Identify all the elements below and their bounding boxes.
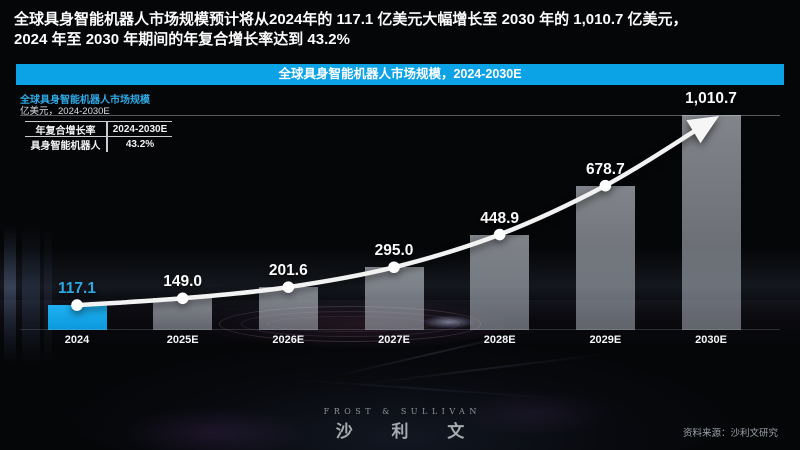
bar-value-label: 149.0 <box>163 273 203 291</box>
cagr-table-header-row: 年复合增长率 2024-2030E <box>25 122 172 137</box>
bar-2028E <box>470 234 530 330</box>
bar-2029E <box>575 185 635 330</box>
cagr-header-label: 年复合增长率 <box>35 125 96 137</box>
x-axis-label: 2027E <box>378 334 410 346</box>
bar-2026E <box>258 287 318 330</box>
logo-chinese-text: 沙 利 文 <box>335 422 482 441</box>
logo-english-text: FROST & SULLIVAN <box>323 407 481 416</box>
bar-value-label: 201.6 <box>268 262 308 280</box>
cagr-table-data-row: 具身智能机器人 43.2% <box>25 137 172 152</box>
cagr-row-value: 43.2% <box>106 137 172 152</box>
chart-banner: 全球具身智能机器人市场规模，2024-2030E <box>16 64 784 85</box>
bar-value-label: 448.9 <box>480 209 520 227</box>
bar-value-label: 678.7 <box>585 160 625 178</box>
cagr-row-label: 具身智能机器人 <box>30 141 101 152</box>
top-gridline <box>20 115 780 116</box>
cagr-table: 年复合增长率 2024-2030E 具身智能机器人 43.2% <box>25 121 172 152</box>
light-beam <box>4 226 16 364</box>
cagr-header-value: 2024-2030E <box>106 122 172 136</box>
purple-nebula <box>430 382 640 444</box>
light-beam <box>44 226 52 364</box>
purple-nebula <box>90 398 340 450</box>
x-axis-label: 2026E <box>272 334 305 346</box>
bar-value-label: 295.0 <box>374 242 414 260</box>
galaxy-core-glow <box>413 313 485 331</box>
x-axis-label: 2025E <box>166 334 199 346</box>
x-axis-line <box>20 329 780 330</box>
bar-2030E <box>681 115 741 330</box>
bar-2027E <box>364 267 424 330</box>
page-headline: 全球具身智能机器人市场规模预计将从2024年的 117.1 亿美元大幅增长至 2… <box>14 10 794 50</box>
source-note: 资料来源：沙利文研究 <box>682 428 778 439</box>
headline-line-1: 全球具身智能机器人市场规模预计将从2024年的 117.1 亿美元大幅增长至 2… <box>14 11 688 28</box>
bar-value-label: 1,010.7 <box>685 90 737 108</box>
x-axis-label: 2029E <box>589 334 622 346</box>
bar-2024 <box>47 305 107 330</box>
frost-sullivan-logo: FROST & SULLIVAN 沙 利 文 <box>300 407 500 442</box>
x-axis-label: 2030E <box>695 334 727 346</box>
bar-value-label: 117.1 <box>58 280 96 298</box>
light-beam <box>22 226 40 364</box>
chart-unit-label: 亿美元，2024-2030E <box>20 106 110 117</box>
bar-2025E <box>153 298 213 330</box>
chart-title: 全球具身智能机器人市场规模 <box>20 95 150 106</box>
chart-banner-title: 全球具身智能机器人市场规模，2024-2030E <box>278 67 522 81</box>
headline-line-2: 2024 年至 2030 年期间的年复合增长率达到 43.2% <box>14 31 350 48</box>
x-axis-label: 2024 <box>64 334 90 346</box>
x-axis-label: 2028E <box>483 334 516 346</box>
bottom-nebula-glow <box>60 340 740 450</box>
